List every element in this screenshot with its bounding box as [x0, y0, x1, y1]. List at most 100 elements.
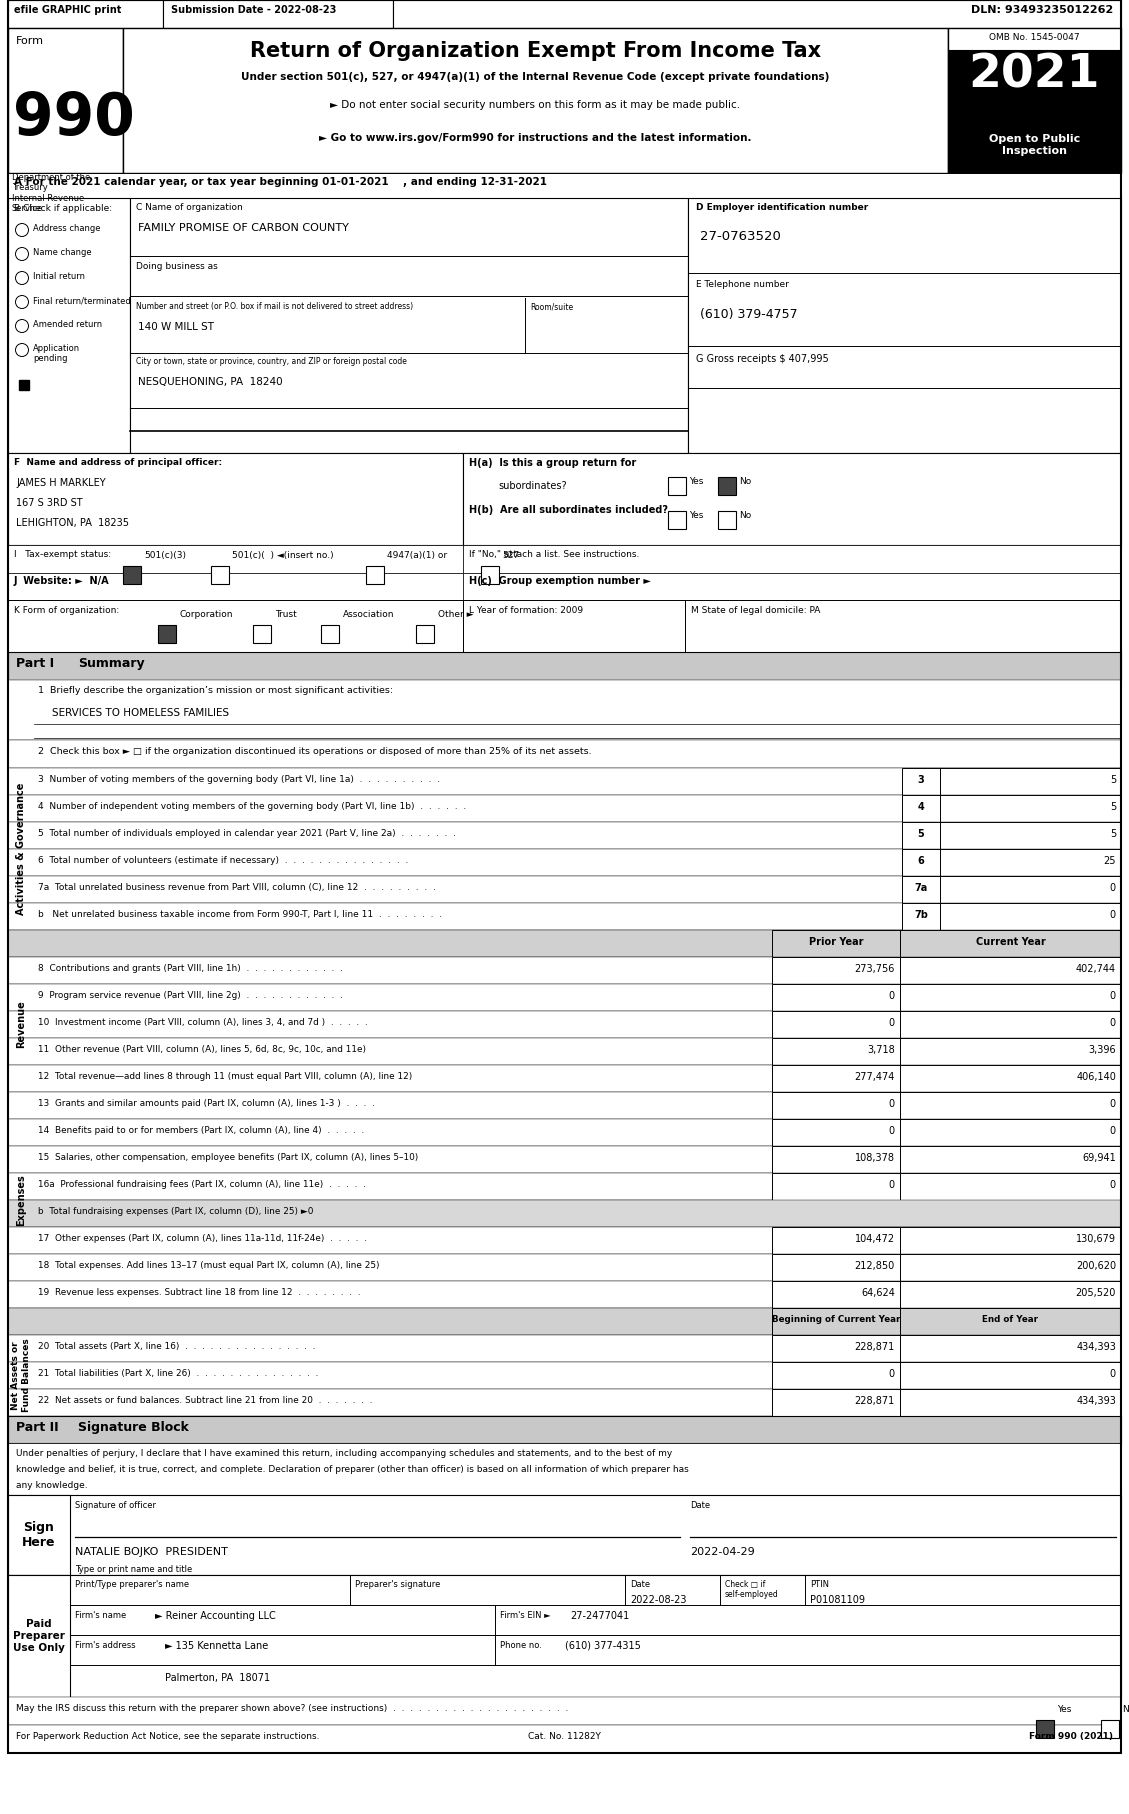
Bar — [393, 0, 1121, 27]
Text: If "No," attach a list. See instructions.: If "No," attach a list. See instructions… — [469, 550, 639, 559]
Text: Initial return: Initial return — [33, 272, 85, 281]
Bar — [8, 1417, 34, 1497]
Text: 5: 5 — [918, 829, 925, 840]
Text: 4: 4 — [918, 802, 925, 813]
Text: 228,871: 228,871 — [855, 1397, 895, 1406]
Text: 0: 0 — [1110, 1099, 1115, 1108]
Bar — [772, 1362, 900, 1390]
Text: 0: 0 — [889, 1179, 895, 1190]
Text: any knowledge.: any knowledge. — [16, 1480, 88, 1489]
Text: Cat. No. 11282Y: Cat. No. 11282Y — [528, 1732, 601, 1741]
Text: A For the 2021 calendar year, or tax year beginning 01-01-2021    , and ending 1: A For the 2021 calendar year, or tax yea… — [14, 178, 546, 187]
Text: 205,520: 205,520 — [1076, 1288, 1115, 1299]
Text: Yes: Yes — [1057, 1705, 1071, 1714]
Bar — [321, 626, 339, 642]
Bar — [900, 931, 1121, 958]
Text: Firm's address: Firm's address — [75, 1642, 135, 1651]
Text: Net Assets or
Fund Balances: Net Assets or Fund Balances — [11, 1339, 30, 1413]
Text: J  Website: ►  N/A: J Website: ► N/A — [14, 577, 110, 586]
Text: Final return/terminated: Final return/terminated — [33, 296, 131, 305]
Bar — [8, 1174, 1121, 1201]
Text: I   Tax-exempt status:: I Tax-exempt status: — [14, 550, 111, 559]
Bar — [8, 544, 463, 573]
Text: 0: 0 — [1110, 1370, 1115, 1379]
Text: b   Net unrelated business taxable income from Form 990-T, Part I, line 11  .  .: b Net unrelated business taxable income … — [38, 911, 443, 920]
Bar — [481, 566, 499, 584]
Text: 3  Number of voting members of the governing body (Part VI, line 1a)  .  .  .  .: 3 Number of voting members of the govern… — [38, 775, 440, 784]
Bar — [8, 1065, 1121, 1092]
Text: JAMES H MARKLEY: JAMES H MARKLEY — [16, 479, 106, 488]
Text: 990: 990 — [14, 91, 134, 147]
Bar — [902, 767, 940, 795]
Text: 0: 0 — [1110, 1018, 1115, 1029]
Text: LEHIGHTON, PA  18235: LEHIGHTON, PA 18235 — [16, 519, 129, 528]
Text: 7a  Total unrelated business revenue from Part VIII, column (C), line 12  .  .  : 7a Total unrelated business revenue from… — [38, 883, 436, 892]
Text: SERVICES TO HOMELESS FAMILIES: SERVICES TO HOMELESS FAMILIES — [52, 707, 229, 718]
Text: Return of Organization Exempt From Income Tax: Return of Organization Exempt From Incom… — [250, 42, 821, 62]
Text: L Year of formation: 2009: L Year of formation: 2009 — [469, 606, 583, 615]
Bar — [772, 1119, 900, 1146]
Text: Amended return: Amended return — [33, 319, 102, 328]
Text: 0: 0 — [889, 1099, 895, 1108]
Text: B Check if applicable:: B Check if applicable: — [14, 203, 112, 212]
Text: 16a  Professional fundraising fees (Part IX, column (A), line 11e)  .  .  .  .  : 16a Professional fundraising fees (Part … — [38, 1179, 366, 1188]
Text: 4  Number of independent voting members of the governing body (Part VI, line 1b): 4 Number of independent voting members o… — [38, 802, 466, 811]
Text: ► Do not enter social security numbers on this form as it may be made public.: ► Do not enter social security numbers o… — [331, 100, 741, 111]
Bar — [8, 680, 1121, 740]
Text: 167 S 3RD ST: 167 S 3RD ST — [16, 499, 82, 508]
Text: 527: 527 — [502, 551, 519, 561]
Text: 0: 0 — [889, 1370, 895, 1379]
Text: Preparer's signature: Preparer's signature — [355, 1580, 440, 1589]
Bar — [900, 1362, 1121, 1390]
Text: Yes: Yes — [689, 512, 703, 521]
Text: 0: 0 — [1110, 883, 1115, 892]
Bar — [772, 1174, 900, 1201]
Text: 273,756: 273,756 — [855, 963, 895, 974]
Text: ► Go to www.irs.gov/Form990 for instructions and the latest information.: ► Go to www.irs.gov/Form990 for instruct… — [320, 132, 752, 143]
Text: Trust: Trust — [275, 610, 297, 619]
Bar — [463, 573, 1121, 600]
Text: 228,871: 228,871 — [855, 1342, 895, 1351]
Text: No: No — [739, 512, 751, 521]
Text: Address change: Address change — [33, 223, 100, 232]
Bar — [8, 1442, 1121, 1495]
Text: Sign
Here: Sign Here — [23, 1520, 55, 1549]
Bar — [902, 822, 940, 849]
Text: Name change: Name change — [33, 249, 91, 258]
Text: Paid
Preparer
Use Only: Paid Preparer Use Only — [14, 1620, 65, 1653]
Text: FAMILY PROMISE OF CARBON COUNTY: FAMILY PROMISE OF CARBON COUNTY — [138, 223, 349, 232]
Text: 0: 0 — [1110, 990, 1115, 1001]
Text: City or town, state or province, country, and ZIP or foreign postal code: City or town, state or province, country… — [135, 357, 406, 366]
Text: 27-2477041: 27-2477041 — [570, 1611, 629, 1622]
Bar — [8, 931, 1121, 958]
Text: Date: Date — [630, 1580, 650, 1589]
Bar — [685, 600, 1121, 651]
Text: Expenses: Expenses — [16, 1174, 26, 1226]
Bar — [900, 1065, 1121, 1092]
Bar — [8, 1495, 1121, 1575]
Text: 12  Total revenue—add lines 8 through 11 (must equal Part VIII, column (A), line: 12 Total revenue—add lines 8 through 11 … — [38, 1072, 412, 1081]
Text: No: No — [1122, 1705, 1129, 1714]
Text: 11  Other revenue (Part VIII, column (A), lines 5, 6d, 8c, 9c, 10c, and 11e): 11 Other revenue (Part VIII, column (A),… — [38, 1045, 366, 1054]
Bar — [8, 1575, 1121, 1698]
Text: 22  Net assets or fund balances. Subtract line 21 from line 20  .  .  .  .  .  .: 22 Net assets or fund balances. Subtract… — [38, 1397, 373, 1406]
Bar — [8, 903, 1121, 931]
Bar — [253, 626, 271, 642]
Bar — [900, 1281, 1121, 1308]
Text: 104,472: 104,472 — [855, 1234, 895, 1244]
Bar — [8, 795, 1121, 822]
Bar — [900, 1308, 1121, 1335]
Bar — [130, 198, 688, 454]
Text: Firm's EIN ►: Firm's EIN ► — [500, 1611, 551, 1620]
Text: Form 990 (2021): Form 990 (2021) — [1029, 1732, 1113, 1741]
Text: 277,474: 277,474 — [855, 1072, 895, 1081]
Text: PTIN: PTIN — [809, 1580, 829, 1589]
Text: Print/Type preparer's name: Print/Type preparer's name — [75, 1580, 190, 1589]
Text: Prior Year: Prior Year — [808, 938, 864, 947]
Text: 108,378: 108,378 — [855, 1154, 895, 1163]
Bar — [158, 626, 176, 642]
Text: 434,393: 434,393 — [1076, 1397, 1115, 1406]
Text: Part I: Part I — [16, 657, 54, 669]
Bar — [8, 740, 1121, 767]
Text: ► 135 Kennetta Lane: ► 135 Kennetta Lane — [165, 1642, 269, 1651]
